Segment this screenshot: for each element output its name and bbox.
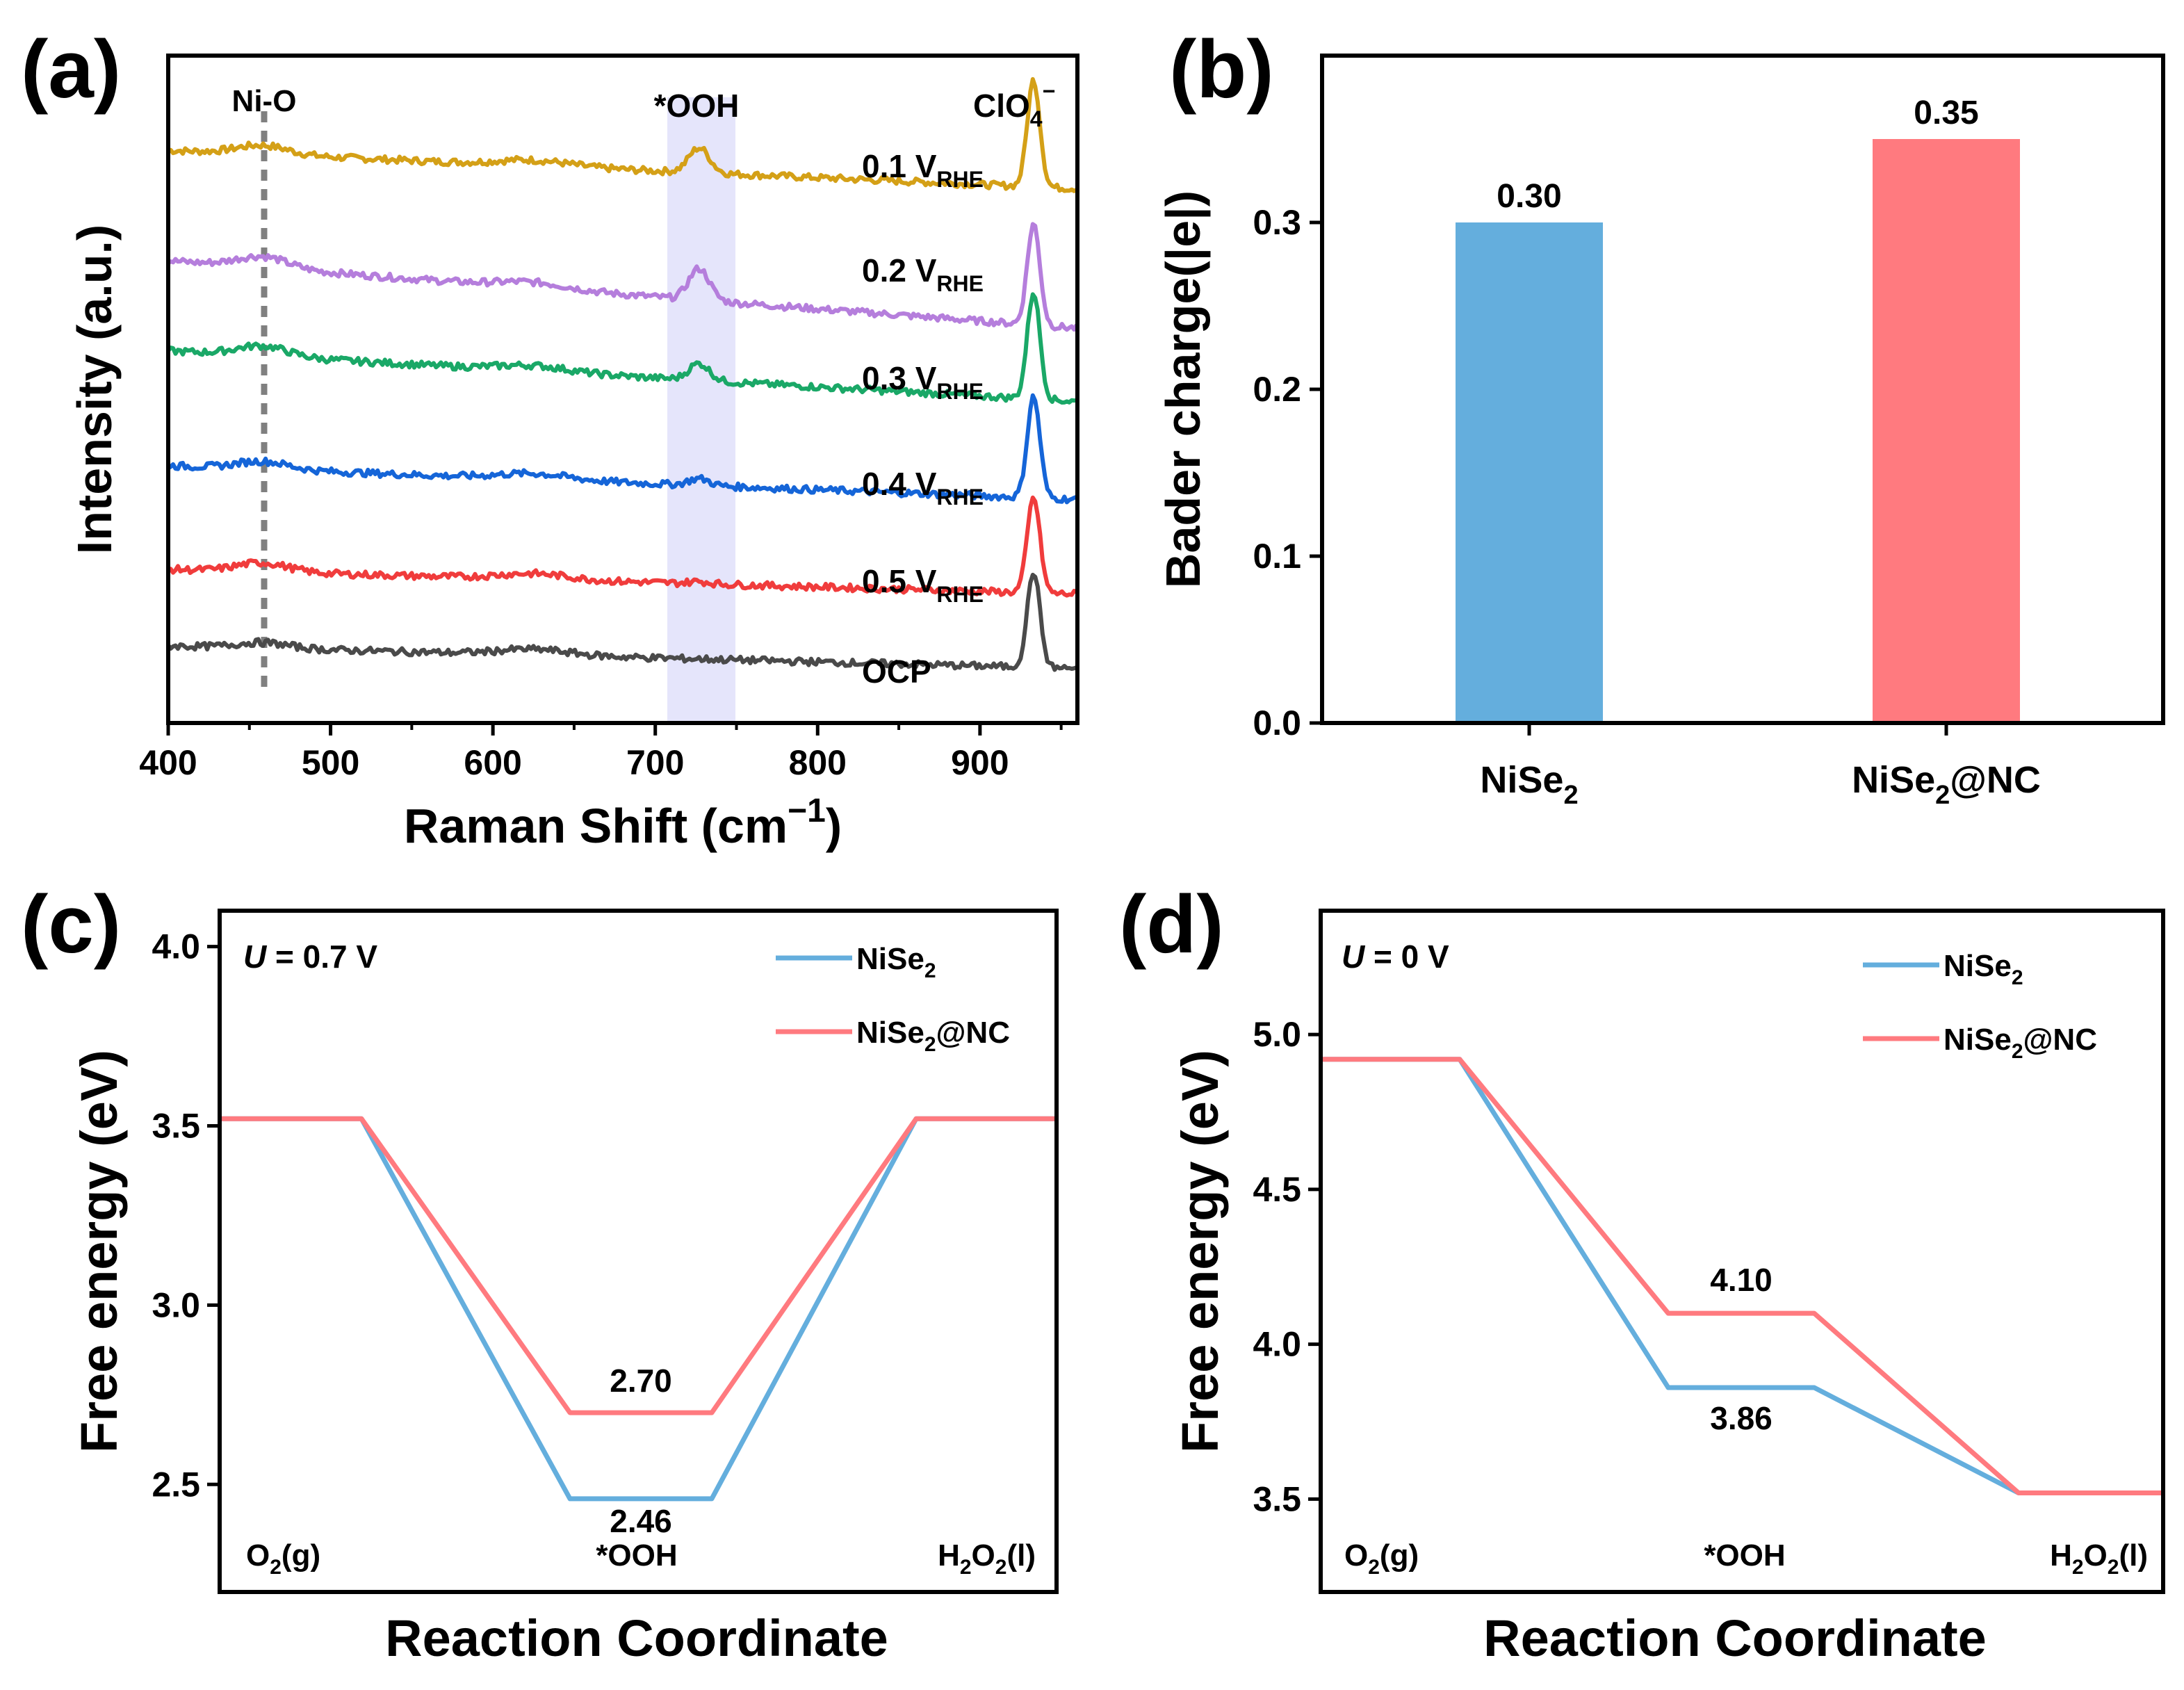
raman-trace-2 bbox=[166, 292, 1077, 405]
c-ytick-label-3: 4.0 bbox=[152, 927, 200, 966]
raman-traces bbox=[166, 76, 1079, 672]
panel-b-axes: 0.0 0.1 0.2 0.3 NiSe2 NiSe2@NC bbox=[1253, 203, 2040, 810]
bar-value-1: 0.35 bbox=[1914, 95, 1978, 131]
c-step-label-0: O2(g) bbox=[246, 1538, 320, 1579]
panel-d-condition: U = 0 V bbox=[1342, 939, 1449, 975]
c-ytick-label-0: 2.5 bbox=[152, 1465, 200, 1504]
raman-trace-4 bbox=[168, 495, 1078, 598]
a-xtick-label-5: 900 bbox=[951, 743, 1009, 782]
panel-d-axes: 3.5 4.0 4.5 5.0 O2(g) *OOH H2O2(l) bbox=[1253, 1015, 2148, 1579]
c-step-label-1: *OOH bbox=[596, 1538, 677, 1573]
raman-trace-0 bbox=[168, 76, 1078, 193]
panel-c-label: (c) bbox=[21, 879, 121, 970]
panel-b-frame bbox=[1320, 54, 2165, 725]
trace-labels: 0.1 VRHE 0.2 VRHE 0.3 VRHE 0.4 VRHE 0.5 VRHE… bbox=[862, 148, 984, 690]
panel-a-label: (a) bbox=[21, 24, 121, 115]
bader-bars: 0.30 0.35 bbox=[1456, 95, 2020, 723]
panel-c-frame bbox=[218, 909, 1059, 1594]
d-energy-line-1 bbox=[1321, 1057, 2163, 1495]
panel-c-condition: U = 0.7 V bbox=[243, 939, 377, 975]
d-energy-value-0: 3.86 bbox=[1710, 1400, 1773, 1436]
panel-a-x-label: Raman Shift (cm−1) bbox=[404, 793, 842, 853]
panel-d-x-label: Reaction Coordinate bbox=[1483, 1609, 1987, 1667]
panel-c-axes: 2.5 3.0 3.5 4.0 O2(g) *OOH H2O2(l) bbox=[152, 927, 1036, 1579]
trace-label-3: 0.4 VRHE bbox=[862, 466, 984, 510]
raman-trace-1 bbox=[167, 222, 1079, 332]
c-energy-value-1: 2.70 bbox=[610, 1363, 672, 1399]
trace-label-1: 0.2 VRHE bbox=[862, 252, 984, 296]
c-ytick-label-1: 3.0 bbox=[152, 1285, 200, 1324]
panel-c-y-label: Free energy (eV) bbox=[70, 1050, 128, 1453]
panel-d-label: (d) bbox=[1119, 879, 1224, 970]
b-ytick-label-0: 0.0 bbox=[1253, 704, 1301, 742]
ooh-annotation: *OOH bbox=[654, 88, 740, 124]
trace-label-5: OCP bbox=[862, 653, 931, 690]
ni-o-annotation: Ni-O bbox=[232, 84, 297, 118]
trace-label-2: 0.3 VRHE bbox=[862, 360, 984, 404]
free-energy-lines-d: NiSe2 NiSe2@NC 3.86 4.10 bbox=[1321, 949, 2163, 1495]
trace-label-0: 0.1 VRHE bbox=[862, 148, 984, 192]
panel-d: (d) NiSe2 NiSe2@NC 3.86 4.10 3.5 4.0 4.5 5.0 O2… bbox=[1119, 879, 2165, 1667]
c-ytick-label-2: 3.5 bbox=[152, 1106, 200, 1145]
c-energy-line-0 bbox=[220, 1116, 1057, 1502]
free-energy-lines-c: NiSe2 NiSe2@NC 2.46 2.70 bbox=[220, 942, 1057, 1539]
d-ytick-label-3: 5.0 bbox=[1253, 1015, 1301, 1054]
panel-c: (c) NiSe2 NiSe2@NC 2.46 2.70 2.5 3.0 3.5 4.0 O2… bbox=[21, 879, 1059, 1667]
d-ytick-label-2: 4.5 bbox=[1253, 1170, 1301, 1209]
bar-value-0: 0.30 bbox=[1497, 178, 1561, 215]
panel-b: (b) 0.30 0.35 0.0 0.1 0.2 0.3 NiSe2 NiSe2@NC B… bbox=[1156, 24, 2165, 810]
d-energy-value-1: 4.10 bbox=[1710, 1262, 1773, 1298]
bar-0 bbox=[1456, 222, 1603, 723]
c-step-label-2: H2O2(l) bbox=[938, 1538, 1036, 1579]
c-energy-value-0: 2.46 bbox=[610, 1503, 672, 1539]
c-energy-line-1 bbox=[220, 1116, 1057, 1415]
b-category-1: NiSe2@NC bbox=[1852, 759, 2041, 810]
a-xtick-label-3: 700 bbox=[626, 743, 684, 782]
d-legend-label-1: NiSe2@NC bbox=[1943, 1023, 2097, 1063]
d-ytick-label-0: 3.5 bbox=[1253, 1479, 1301, 1518]
raman-trace-3 bbox=[167, 393, 1077, 505]
a-xtick-label-1: 500 bbox=[302, 743, 359, 782]
c-legend-label-1: NiSe2@NC bbox=[856, 1016, 1010, 1056]
panel-a-x-axis: 400 500 600 700 800 900 bbox=[139, 723, 1063, 782]
d-legend-label-0: NiSe2 bbox=[1943, 949, 2023, 989]
a-xtick-label-0: 400 bbox=[139, 743, 197, 782]
panel-a-y-label: Intensity (a.u.) bbox=[67, 225, 122, 554]
raman-trace-5 bbox=[166, 572, 1077, 672]
a-xtick-label-4: 800 bbox=[789, 743, 847, 782]
b-ytick-label-2: 0.2 bbox=[1253, 370, 1301, 409]
d-step-label-0: O2(g) bbox=[1344, 1538, 1419, 1579]
panel-b-y-label: Bader charge(|e|) bbox=[1156, 190, 1211, 588]
a-xtick-label-2: 600 bbox=[464, 743, 521, 782]
ooh-band bbox=[667, 97, 735, 723]
d-step-label-1: *OOH bbox=[1704, 1538, 1785, 1573]
d-ytick-label-1: 4.0 bbox=[1253, 1325, 1301, 1364]
c-legend-label-0: NiSe2 bbox=[856, 942, 936, 982]
clo4-annotation: ClO4− bbox=[973, 79, 1055, 131]
panel-d-y-label: Free energy (eV) bbox=[1171, 1050, 1229, 1453]
b-category-0: NiSe2 bbox=[1480, 759, 1578, 810]
panel-d-frame bbox=[1319, 909, 2165, 1594]
panel-c-x-label: Reaction Coordinate bbox=[385, 1609, 888, 1667]
d-step-label-2: H2O2(l) bbox=[2050, 1538, 2148, 1579]
bar-1 bbox=[1873, 139, 2020, 723]
trace-label-4: 0.5 VRHE bbox=[862, 563, 984, 607]
b-ytick-label-1: 0.1 bbox=[1253, 537, 1301, 576]
panel-a-frame bbox=[166, 54, 1079, 725]
panel-b-label: (b) bbox=[1169, 24, 1274, 115]
b-ytick-label-3: 0.3 bbox=[1253, 203, 1301, 242]
